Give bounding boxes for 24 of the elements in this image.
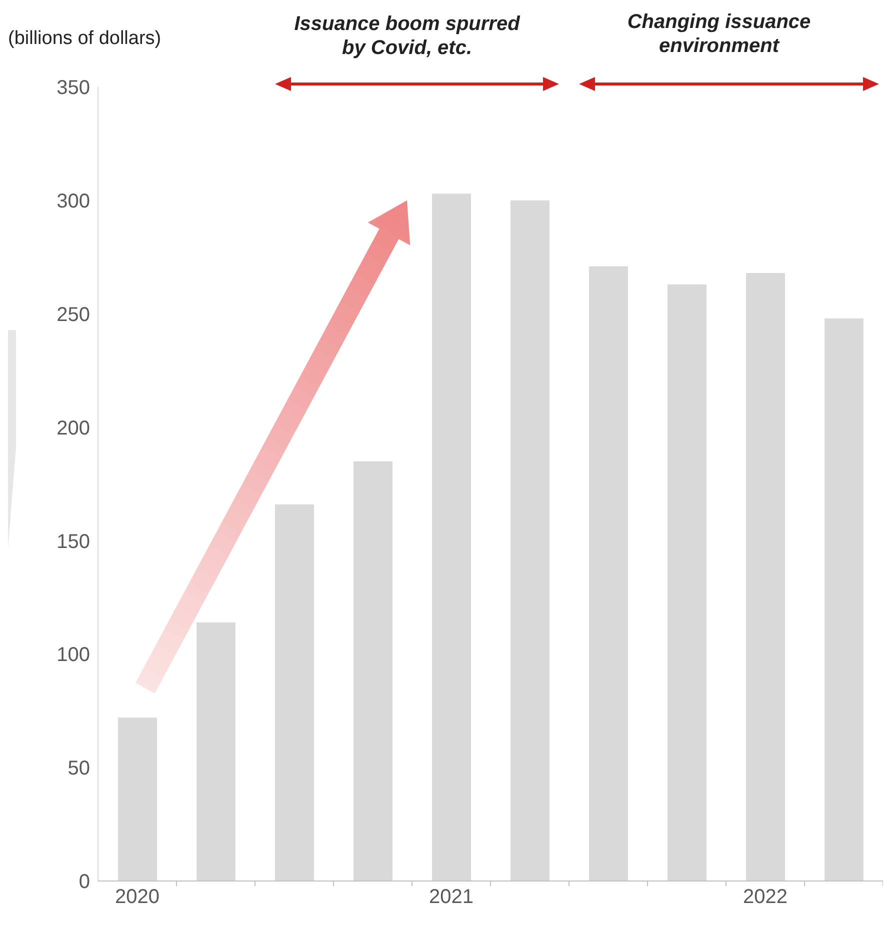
bar: [746, 273, 785, 881]
x-tick-label: 2022: [743, 886, 788, 908]
bar: [510, 200, 550, 881]
bar: [432, 194, 471, 881]
x-tick-label: 2021: [429, 886, 474, 908]
y-tick-label: 350: [56, 77, 90, 100]
y-tick-label: 200: [56, 417, 90, 440]
bar: [824, 318, 864, 881]
bar: [196, 622, 236, 881]
y-tick-label: 50: [68, 758, 90, 780]
y-tick-label: 300: [56, 190, 90, 213]
text: Issuance boom spurred by Covid, etc.: [293, 12, 522, 60]
bar: [668, 284, 706, 881]
x-tick-label: 2020: [115, 886, 160, 908]
text: Changing issuance environment: [626, 10, 812, 58]
bar: [589, 266, 628, 881]
y-tick-label: 150: [56, 530, 90, 553]
y-tick-label: 250: [56, 304, 90, 326]
bar: [354, 461, 392, 881]
y-tick-label: 100: [56, 644, 90, 666]
bar: [118, 718, 157, 881]
bar: [275, 504, 314, 881]
y-axis-title: (billions of dollars): [8, 28, 162, 50]
y-tick-label: 0: [78, 871, 90, 894]
